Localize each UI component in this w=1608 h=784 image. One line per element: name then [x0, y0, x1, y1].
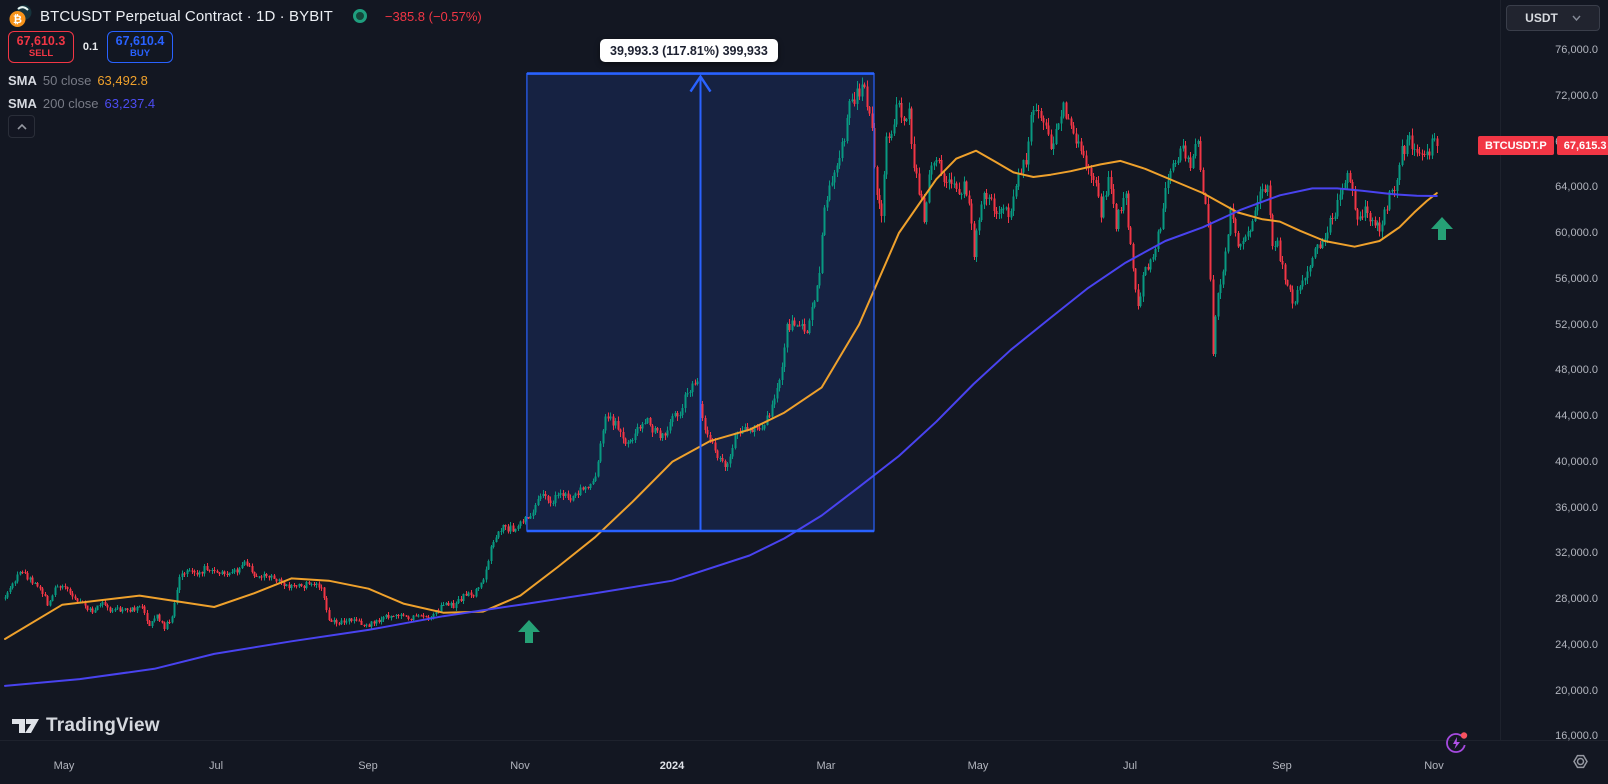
price-tick-label: 76,000.0	[1555, 44, 1598, 56]
price-change-label: −385.8 (−0.57%)	[384, 8, 482, 24]
time-tick-label: Jul	[208, 760, 224, 772]
sma50-name: SMA	[8, 73, 37, 88]
chart-settings-button[interactable]	[1569, 750, 1591, 772]
time-tick-label: Sep	[1272, 760, 1292, 772]
time-tick-label: May	[53, 760, 75, 772]
market-status-icon[interactable]	[352, 9, 367, 23]
tradingview-wordmark: TradingView	[46, 715, 160, 736]
price-tick-label: 60,000.0	[1555, 227, 1598, 239]
price-tick-label: 20,000.0	[1555, 684, 1598, 697]
symbol-title[interactable]: BTCUSDT Perpetual Contract · 1D · BYBIT	[40, 7, 333, 25]
alerts-button[interactable]	[1444, 730, 1469, 755]
time-tick-label: 2024	[659, 760, 685, 772]
sma-50-line[interactable]	[4, 149, 1438, 640]
time-tick-label: Mar	[816, 760, 836, 772]
legend-sma50[interactable]: SMA 50 close 63,492.8	[8, 73, 148, 88]
lightning-icon	[1453, 737, 1460, 749]
last-price-value: 67,615.3	[1556, 136, 1608, 155]
last-price-flag: BTCUSDT.P 67,615.3	[1478, 136, 1608, 155]
sma200-name: SMA	[8, 96, 37, 111]
time-tick-label: Jul	[1122, 760, 1138, 772]
price-tick-label: 32,000.0	[1555, 547, 1598, 560]
svg-text:₿: ₿	[13, 13, 22, 26]
tradingview-mark-icon	[12, 719, 39, 733]
chevron-down-icon	[1572, 15, 1581, 21]
price-tick-label: 56,000.0	[1555, 272, 1598, 285]
sell-button[interactable]: 67,610.3 SELL	[8, 31, 74, 63]
price-tick-label: 28,000.0	[1555, 593, 1598, 605]
buy-button[interactable]: 67,610.4 BUY	[107, 31, 173, 63]
time-axis-divider	[0, 740, 1608, 741]
legend-sma200[interactable]: SMA 200 close 63,237.4	[8, 96, 155, 111]
price-tick-label: 36,000.0	[1555, 501, 1598, 514]
symbol-logo-icon: ₿	[8, 4, 32, 28]
price-tick-label: 24,000.0	[1555, 638, 1598, 651]
sma-200-line[interactable]	[4, 187, 1438, 687]
price-tick-label: 44,000.0	[1555, 410, 1598, 422]
sma200-params: 200 close	[42, 96, 99, 111]
measure-tool[interactable]	[526, 72, 875, 533]
time-tick-label: Nov	[1424, 760, 1444, 772]
last-price-symbol: BTCUSDT.P	[1478, 136, 1554, 155]
time-tick-label: May	[967, 760, 989, 772]
price-tick-label: 16,000.0	[1555, 730, 1598, 743]
measure-tooltip: 39,993.3 (117.81%) 399,933	[600, 39, 778, 62]
price-tick-label: 72,000.0	[1555, 89, 1598, 102]
price-axis-divider	[1500, 0, 1501, 740]
price-tick-label: 52,000.0	[1555, 318, 1598, 331]
buy-signal-arrow-icon[interactable]	[518, 620, 540, 643]
time-axis[interactable]: May Jul Sep Nov 2024 Mar May Jul Sep Nov	[0, 741, 1608, 784]
price-tick-label: 40,000.0	[1555, 455, 1598, 468]
buy-signal-arrow-icon[interactable]	[1431, 217, 1453, 240]
price-axis[interactable]: USDT 76,000.072,000.068,000.064,000.060,…	[1500, 0, 1608, 743]
chevron-up-icon	[16, 123, 27, 130]
spread-label: 0.1	[82, 41, 99, 53]
sma200-value: 63,237.4	[104, 96, 156, 111]
tradingview-logo[interactable]: TradingView	[12, 715, 160, 737]
time-tick-label: Nov	[510, 760, 530, 772]
sma50-value: 63,492.8	[97, 73, 148, 88]
currency-label: USDT	[1525, 11, 1558, 25]
currency-dropdown[interactable]: USDT	[1506, 5, 1600, 31]
sma50-params: 50 close	[42, 73, 92, 88]
time-tick-label: Sep	[358, 760, 378, 772]
notification-dot	[1460, 732, 1468, 739]
gear-icon	[1572, 754, 1588, 768]
price-tick-label: 48,000.0	[1555, 364, 1598, 377]
price-tick-label: 64,000.0	[1555, 181, 1598, 194]
legend-collapse-button[interactable]	[8, 115, 35, 138]
